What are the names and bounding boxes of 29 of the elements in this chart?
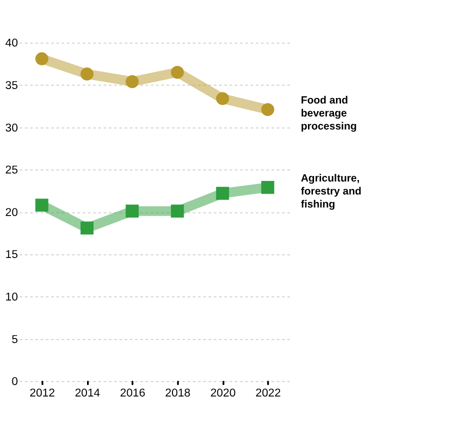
point [216, 92, 230, 106]
point [126, 75, 139, 88]
point [216, 186, 230, 200]
y-tick-label: 40 [5, 38, 18, 50]
x-tick-label: 2012 [30, 387, 55, 400]
text: Food and beverage processing [300, 95, 357, 133]
point [261, 103, 274, 116]
y-tick-label: 20 [5, 206, 18, 219]
y-tick-label: 15 [5, 249, 18, 262]
y-tick-label: 35 [5, 80, 18, 92]
y-tick-label: 0 [12, 376, 18, 388]
point [80, 68, 94, 80]
point [170, 204, 184, 218]
y-tick-label: 25 [5, 164, 18, 177]
x-tick-label: 2022 [256, 387, 281, 400]
point [35, 52, 48, 66]
point [80, 222, 94, 234]
point [35, 198, 48, 212]
point [126, 204, 139, 218]
x-tick-label: 2014 [74, 387, 100, 400]
y-tick-label: 10 [5, 291, 18, 304]
text: Agriculture, forestry and fishing [300, 173, 362, 211]
x-tick-label: 2020 [210, 387, 236, 400]
point [170, 66, 184, 79]
y-tick-label: 30 [5, 122, 18, 134]
y-tick-label: 5 [12, 334, 18, 346]
x-tick-label: 2016 [120, 387, 146, 400]
x-tick-label: 2018 [165, 387, 190, 400]
point [261, 180, 274, 194]
